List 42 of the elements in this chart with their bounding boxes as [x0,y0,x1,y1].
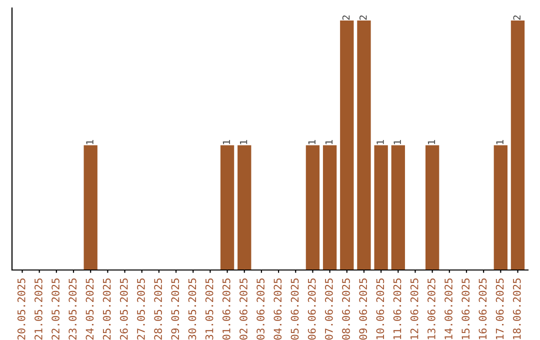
x-tick-label: 22.05.2025 [52,278,60,340]
data-label: 1 [222,140,230,144]
data-label: 1 [86,140,94,144]
x-tick-label: 08.06.2025 [342,278,350,340]
x-tick-label: 15.06.2025 [462,278,470,340]
data-label: 1 [308,140,316,144]
x-tick-label: 27.05.2025 [137,278,145,340]
x-tick-label: 24.05.2025 [86,278,94,340]
x-tick-label: 18.06.2025 [512,278,521,340]
x-tick-label: 06.06.2025 [308,278,316,340]
x-tick-label: 14.06.2025 [444,278,452,340]
x-tick-label: 02.06.2025 [240,278,248,340]
x-tick-label: 16.06.2025 [478,278,487,340]
data-label: 1 [394,140,401,144]
x-tick-label: 10.06.2025 [376,278,384,340]
x-tick-label: 20.05.2025 [17,278,26,340]
x-tick-label: 28.05.2025 [154,278,162,340]
x-tick-label: 04.06.2025 [274,278,282,340]
x-tick-label: 17.06.2025 [496,278,504,340]
data-label: 1 [240,140,248,144]
x-tick-label: 05.06.2025 [290,278,299,340]
x-tick-label: 25.05.2025 [102,278,111,340]
x-tick-label: 29.05.2025 [171,278,180,340]
data-label: 2 [513,15,520,20]
data-label: 1 [496,140,504,144]
data-label: 1 [376,140,384,144]
x-tick-label: 21.05.2025 [34,278,42,340]
x-tick-label: 13.06.2025 [427,278,436,340]
data-label: 2 [342,15,350,20]
x-tick-label: 07.06.2025 [324,278,333,340]
x-tick-label: 09.06.2025 [359,278,368,340]
x-tick-label: 12.06.2025 [410,278,418,340]
x-tick-label: 23.05.2025 [68,278,77,340]
x-tick-label: 03.06.2025 [256,278,265,340]
x-tick-label: 31.05.2025 [205,278,214,340]
data-label: 1 [428,140,436,144]
x-tick-label: 30.05.2025 [188,278,196,340]
data-label: 2 [359,15,367,20]
x-tick-label: 11.06.2025 [393,278,402,340]
x-tick-label: 01.06.2025 [222,278,230,340]
data-label: 1 [325,140,333,144]
x-tick-label: 26.05.2025 [120,278,128,340]
